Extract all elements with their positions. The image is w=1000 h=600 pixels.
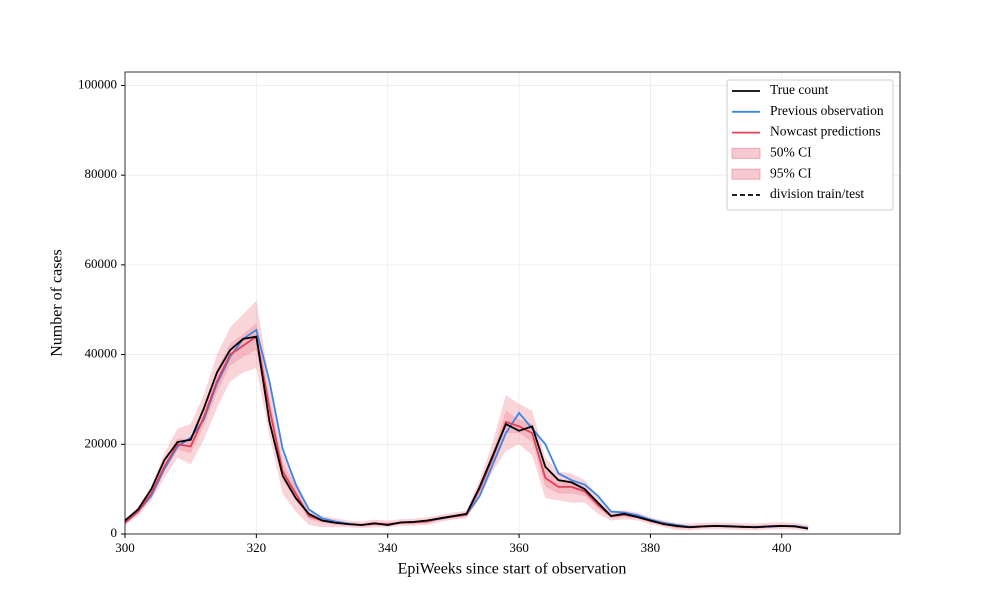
legend-box	[726, 79, 894, 211]
y-tick-label: 100000	[78, 76, 117, 91]
plot-frame	[124, 71, 901, 535]
y-axis-label: Number of cases	[49, 249, 66, 357]
y-tick-label: 0	[111, 525, 118, 540]
legend-label: 50% CI	[770, 144, 812, 159]
legend-label: Nowcast predictions	[770, 124, 881, 139]
legend-label: Previous observation	[770, 103, 884, 118]
x-tick-label: 300	[115, 540, 135, 555]
ci-band	[125, 300, 809, 532]
x-tick-label: 380	[641, 540, 661, 555]
legend-label: 95% CI	[770, 165, 812, 180]
x-tick-label: 360	[509, 540, 529, 555]
y-tick-label: 40000	[85, 346, 118, 361]
legend-label: division train/test	[770, 186, 864, 201]
legend-label: True count	[770, 82, 829, 97]
x-axis-label: EpiWeeks since start of observation	[398, 561, 627, 578]
legend-swatch	[731, 168, 761, 180]
y-tick-label: 60000	[85, 256, 118, 271]
series-line	[124, 335, 809, 530]
legend-swatch	[731, 147, 761, 159]
y-tick-label: 80000	[85, 166, 118, 181]
x-tick-label: 340	[378, 540, 398, 555]
x-tick-label: 400	[772, 540, 792, 555]
y-tick-label: 20000	[85, 435, 118, 450]
x-tick-label: 320	[247, 540, 267, 555]
